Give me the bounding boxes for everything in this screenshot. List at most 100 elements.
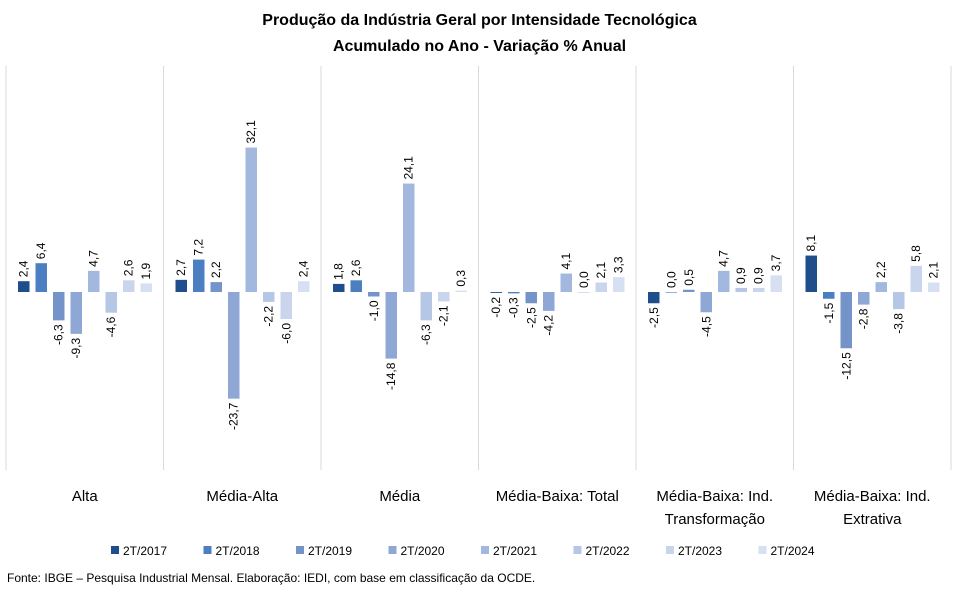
legend-label: 2T/2019 <box>308 544 352 558</box>
bar <box>840 292 852 349</box>
data-label: 2,2 <box>874 261 888 278</box>
data-label: -0,2 <box>489 297 503 318</box>
data-label: 0,9 <box>734 267 748 284</box>
data-label: 7,2 <box>192 239 206 256</box>
data-label: -1,5 <box>822 302 836 323</box>
data-label: 2,4 <box>17 260 31 277</box>
bar <box>718 270 730 292</box>
bar <box>700 292 712 313</box>
legend-swatch <box>481 546 489 554</box>
bar <box>455 290 467 292</box>
data-label: 3,7 <box>769 254 783 271</box>
data-label: 4,7 <box>87 250 101 267</box>
data-label: 8,1 <box>804 235 818 252</box>
legend-swatch <box>296 546 304 554</box>
category-label: Média-Baixa: Ind. <box>656 488 773 505</box>
data-label: -14,8 <box>384 362 398 390</box>
bar <box>805 255 817 292</box>
legend-swatch <box>203 546 212 554</box>
data-label: -2,2 <box>262 306 276 327</box>
bar <box>70 292 82 334</box>
data-label: 24,1 <box>402 156 416 180</box>
bar <box>823 292 835 299</box>
data-label: 3,3 <box>612 256 626 273</box>
data-label: 1,9 <box>139 262 153 279</box>
data-label: 2,1 <box>927 262 941 279</box>
data-label: -12,5 <box>839 352 853 380</box>
category-label: Média-Baixa: Ind. <box>814 488 931 505</box>
bar <box>140 283 152 292</box>
bar <box>875 282 887 292</box>
data-label: -4,2 <box>542 315 556 336</box>
data-label: 0,0 <box>577 271 591 288</box>
bar <box>525 292 537 304</box>
bar <box>228 292 240 399</box>
bar <box>928 282 940 292</box>
bar <box>595 282 607 292</box>
legend-label: 2T/2024 <box>771 544 815 558</box>
data-label: -3,8 <box>892 313 906 334</box>
data-label: 0,9 <box>752 267 766 284</box>
bar <box>403 183 415 292</box>
data-label: -1,0 <box>367 300 381 321</box>
bar <box>438 292 450 302</box>
data-label: -6,3 <box>52 324 66 345</box>
legend-label: 2T/2021 <box>493 544 537 558</box>
legend-label: 2T/2018 <box>216 544 260 558</box>
data-label: 2,6 <box>122 259 136 276</box>
data-label: 0,0 <box>664 271 678 288</box>
bar <box>613 277 625 292</box>
bar <box>193 259 205 292</box>
legend-label: 2T/2017 <box>123 544 167 558</box>
data-label: 0,5 <box>682 269 696 286</box>
bar <box>245 147 257 292</box>
legend-label: 2T/2023 <box>678 544 722 558</box>
data-label: -4,6 <box>104 316 118 337</box>
data-label: -2,5 <box>647 307 661 328</box>
legend-swatch <box>573 546 582 554</box>
bar <box>893 292 905 310</box>
bar <box>735 287 747 292</box>
bar <box>350 280 362 292</box>
data-label: 4,1 <box>559 253 573 270</box>
bar <box>508 292 520 294</box>
bar <box>910 265 922 292</box>
data-label: -2,5 <box>524 307 538 328</box>
legend-swatch <box>758 546 767 554</box>
bar <box>123 280 135 292</box>
data-label: 2,4 <box>297 260 311 277</box>
bar <box>368 292 380 297</box>
category-label: Média-Baixa: Total <box>496 488 619 505</box>
data-label: 2,7 <box>174 259 188 276</box>
bar <box>18 281 30 292</box>
data-label: 1,8 <box>332 263 346 280</box>
bar <box>280 292 292 319</box>
bar <box>53 292 65 321</box>
category-label: Transformação <box>665 511 765 528</box>
bar <box>88 270 100 292</box>
data-label: 5,8 <box>909 245 923 262</box>
data-label: -2,8 <box>857 308 871 329</box>
legend-swatch <box>111 546 119 554</box>
data-label: -6,3 <box>419 324 433 345</box>
category-label: Média-Alta <box>206 488 278 505</box>
legend-swatch <box>666 546 674 554</box>
bar <box>105 292 117 313</box>
data-label: 4,7 <box>717 250 731 267</box>
bar <box>490 292 502 293</box>
data-label: 0,3 <box>454 270 468 287</box>
data-label: 6,4 <box>34 242 48 259</box>
legend-swatch <box>388 546 397 554</box>
data-label: 2,6 <box>349 259 363 276</box>
bar <box>858 292 870 305</box>
bar <box>578 292 590 293</box>
data-label: -4,5 <box>699 316 713 337</box>
bar <box>420 292 432 321</box>
data-label: 2,2 <box>209 261 223 278</box>
source-note: Fonte: IBGE – Pesquisa Industrial Mensal… <box>7 571 536 585</box>
data-label: -9,3 <box>69 338 83 359</box>
chart-title: Produção da Indústria Geral por Intensid… <box>262 12 697 29</box>
bar <box>175 279 187 292</box>
data-label: -0,3 <box>507 297 521 318</box>
legend-label: 2T/2022 <box>586 544 630 558</box>
